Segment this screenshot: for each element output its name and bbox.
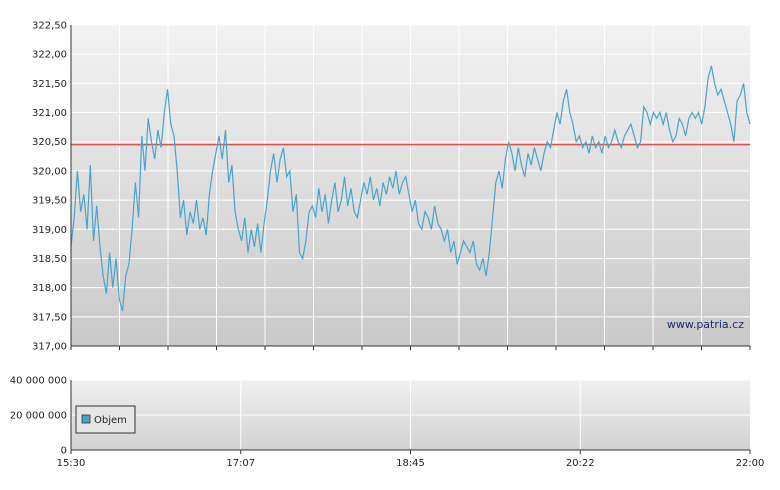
volume-x-tick-label: 15:30 bbox=[57, 458, 86, 469]
volume-y-tick-label: 0 bbox=[61, 446, 67, 457]
volume-x-tick-label: 22:00 bbox=[736, 458, 765, 469]
volume-y-tick-label: 20 000 000 bbox=[10, 411, 67, 422]
price-y-tick-label: 321,00 bbox=[32, 108, 67, 119]
volume-x-tick-label: 17:07 bbox=[226, 458, 255, 469]
volume-x-tick-label: 18:45 bbox=[396, 458, 425, 469]
price-y-tick-label: 320,50 bbox=[32, 137, 67, 148]
price-y-tick-label: 319,50 bbox=[32, 196, 67, 207]
price-y-tick-label: 317,00 bbox=[32, 342, 67, 353]
price-y-tick-label: 319,00 bbox=[32, 225, 67, 236]
volume-x-tick-label: 20:22 bbox=[566, 458, 595, 469]
price-y-tick-label: 322,00 bbox=[32, 50, 67, 61]
price-gridlines bbox=[70, 24, 751, 350]
price-y-axis: 322,50 322,00 321,50 321,00 320,50 320,00 319,… bbox=[32, 21, 67, 353]
price-y-tick-label: 321,50 bbox=[32, 79, 67, 90]
legend-swatch-objem bbox=[81, 414, 91, 424]
price-y-tick-label: 322,50 bbox=[32, 21, 67, 32]
price-y-tick-label: 318,00 bbox=[32, 283, 67, 294]
price-series-line bbox=[70, 65, 751, 312]
legend: Objem bbox=[75, 405, 136, 434]
volume-y-axis: 40 000 000 20 000 000 0 bbox=[10, 376, 67, 457]
price-y-tick-label: 317,50 bbox=[32, 312, 67, 323]
price-y-tick-label: 320,00 bbox=[32, 166, 67, 177]
volume-x-axis: 15:30 17:07 18:45 20:22 22:00 bbox=[57, 450, 765, 469]
legend-label-objem: Objem bbox=[94, 415, 127, 426]
watermark: www.patria.cz bbox=[667, 318, 744, 331]
volume-gridlines bbox=[71, 379, 750, 450]
volume-y-tick-label: 40 000 000 bbox=[10, 376, 67, 387]
price-y-tick-label: 318,50 bbox=[32, 254, 67, 265]
